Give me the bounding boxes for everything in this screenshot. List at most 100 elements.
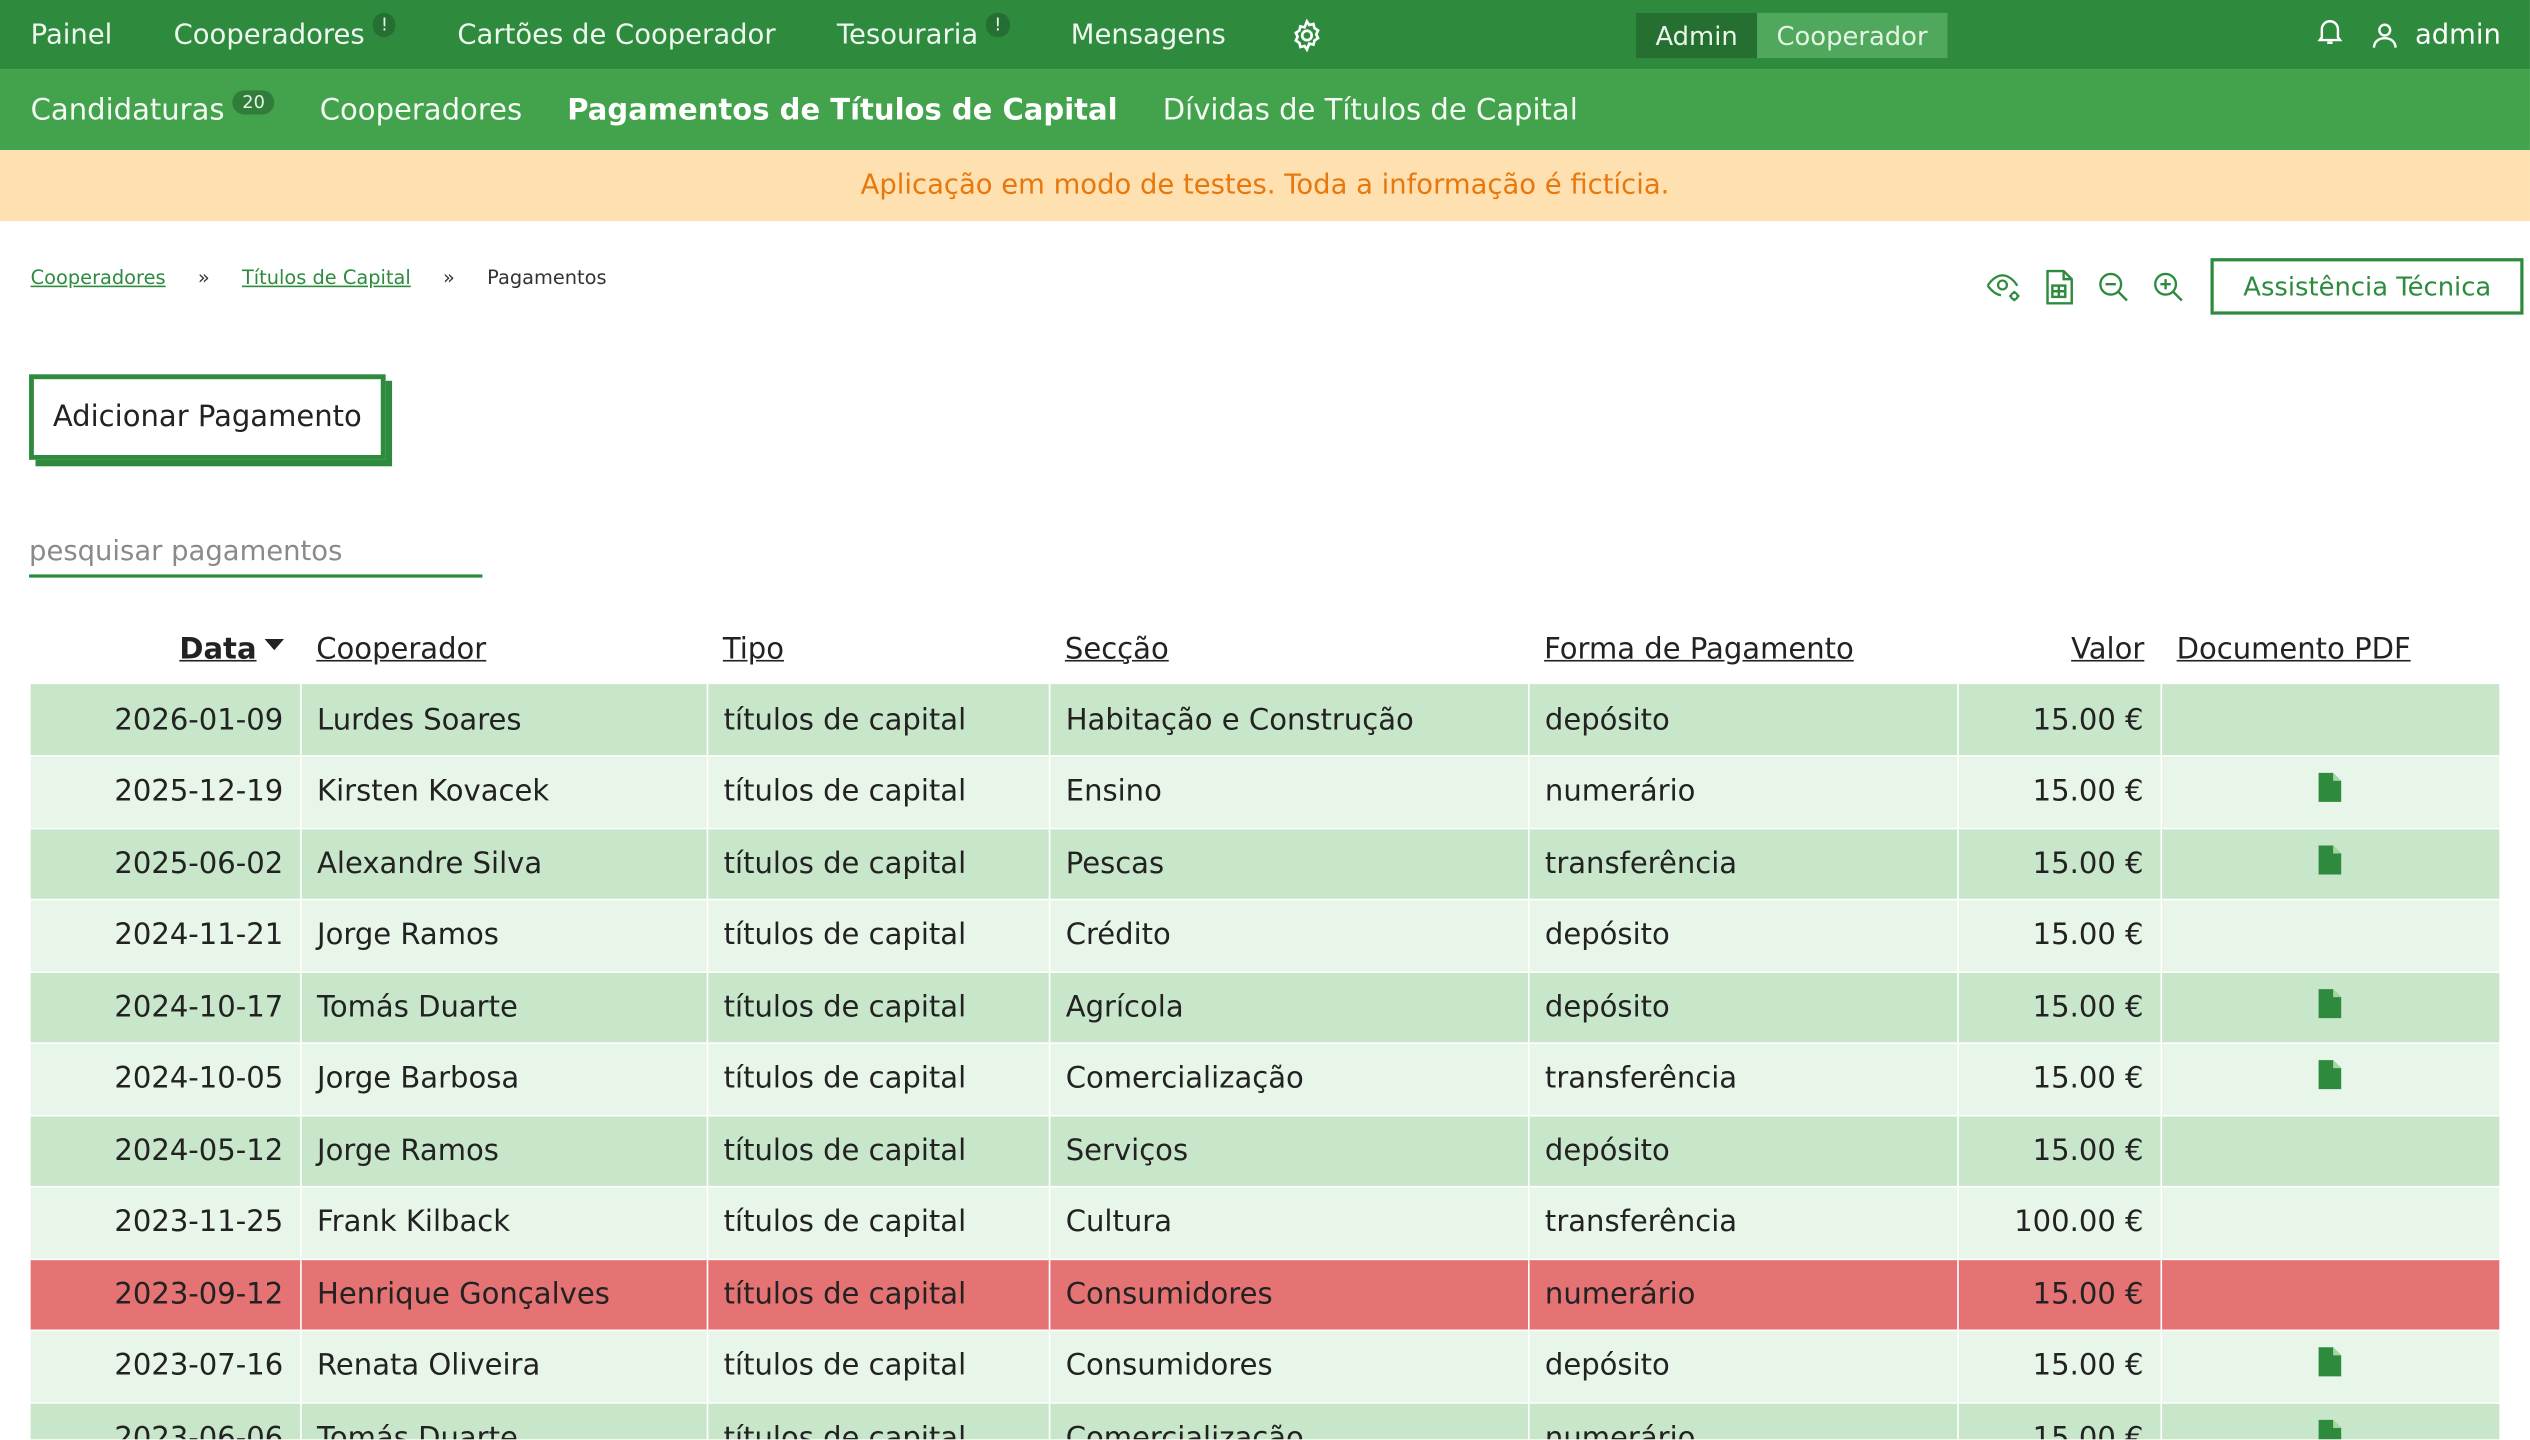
- cell-seccao: Consumidores: [1048, 1330, 1529, 1403]
- breadcrumb-row: Cooperadores » Títulos de Capital » Paga…: [0, 221, 2530, 331]
- role-admin-button[interactable]: Admin: [1636, 12, 1758, 59]
- subnav-item-label: Cooperadores: [319, 92, 523, 127]
- cell-forma: depósito: [1527, 1330, 1958, 1403]
- table-row[interactable]: 2024-05-12 Jorge Ramos títulos de capital S…: [30, 1114, 2500, 1187]
- nav-item-label: Cartões de Cooperador: [457, 18, 776, 51]
- pdf-document-link[interactable]: [2317, 845, 2343, 881]
- nav-item-cooperadores[interactable]: Cooperadores!: [143, 12, 427, 51]
- table-row[interactable]: 2025-12-19 Kirsten Kovacek títulos de capi…: [30, 755, 2500, 828]
- zoom-out-icon[interactable]: [2095, 267, 2134, 306]
- cell-pdf: [2160, 1114, 2500, 1187]
- breadcrumb-separator: »: [197, 266, 210, 289]
- cell-forma: transferência: [1527, 827, 1958, 900]
- column-header-label: Tipo: [722, 631, 784, 666]
- cell-pdf[interactable]: [2160, 1402, 2500, 1440]
- cell-pdf[interactable]: [2160, 1330, 2500, 1403]
- pdf-document-link[interactable]: [2317, 773, 2343, 809]
- column-header-label: Valor: [2071, 631, 2145, 666]
- table-row[interactable]: 2023-06-06 Tomás Duarte títulos de capital…: [30, 1402, 2500, 1440]
- nav-item-cartoes[interactable]: Cartões de Cooperador: [427, 19, 807, 51]
- table-row[interactable]: 2023-07-16 Renata Oliveira títulos de capi…: [30, 1330, 2500, 1403]
- table-row[interactable]: 2023-11-25 Frank Kilback títulos de capita…: [30, 1186, 2500, 1259]
- cell-date: 2025-12-19: [30, 755, 301, 828]
- cell-cooperador: Alexandre Silva: [300, 827, 708, 900]
- cell-tipo: títulos de capital: [706, 899, 1050, 972]
- column-header-label: Secção: [1064, 631, 1169, 666]
- cell-forma: transferência: [1527, 1186, 1958, 1259]
- cell-forma: depósito: [1527, 971, 1958, 1044]
- cell-pdf[interactable]: [2160, 971, 2500, 1044]
- table-row[interactable]: 2026-01-09 Lurdes Soares títulos de capita…: [30, 684, 2500, 756]
- breadcrumb-link-titulos[interactable]: Títulos de Capital: [241, 266, 411, 289]
- nav-item-mensagens[interactable]: Mensagens: [1040, 19, 1256, 51]
- column-header-date[interactable]: Data: [31, 613, 300, 684]
- zoom-in-icon[interactable]: [2150, 267, 2189, 306]
- table-row[interactable]: 2024-10-17 Tomás Duarte títulos de capital…: [30, 971, 2500, 1044]
- bell-icon[interactable]: [2313, 13, 2345, 57]
- pdf-document-link[interactable]: [2317, 1347, 2343, 1383]
- cell-cooperador: Henrique Gonçalves: [300, 1258, 708, 1331]
- cell-date: 2023-07-16: [30, 1330, 301, 1403]
- cell-valor: 100.00 €: [1957, 1186, 2162, 1259]
- cell-date: 2024-10-17: [30, 971, 301, 1044]
- breadcrumb-link-cooperadores[interactable]: Cooperadores: [30, 266, 166, 289]
- table-header-row: Data Cooperador Tipo Secção Forma de Pag…: [31, 613, 2500, 684]
- cell-valor: 15.00 €: [1957, 899, 2162, 972]
- cell-pdf: [2160, 1258, 2500, 1331]
- cell-pdf: [2160, 684, 2500, 756]
- pdf-document-link[interactable]: [2317, 988, 2343, 1024]
- subnav-item-dividas[interactable]: Dívidas de Títulos de Capital: [1140, 93, 1600, 127]
- cell-seccao: Habitação e Construção: [1048, 684, 1529, 756]
- table-row[interactable]: 2025-06-02 Alexandre Silva títulos de capi…: [30, 827, 2500, 900]
- column-header-forma[interactable]: Forma de Pagamento: [1528, 613, 1957, 684]
- add-payment-wrapper: Adicionar Pagamento: [29, 374, 386, 460]
- cell-tipo: títulos de capital: [706, 1330, 1050, 1403]
- top-right-area: admin: [2313, 0, 2501, 69]
- cell-pdf[interactable]: [2160, 827, 2500, 900]
- role-cooperador-button[interactable]: Cooperador: [1757, 12, 1947, 59]
- cell-seccao: Cultura: [1048, 1186, 1529, 1259]
- spreadsheet-icon[interactable]: [2040, 267, 2079, 306]
- cell-seccao: Pescas: [1048, 827, 1529, 900]
- gear-icon[interactable]: [1256, 17, 1356, 52]
- pdf-document-link[interactable]: [2317, 1419, 2343, 1440]
- cell-tipo: títulos de capital: [706, 1043, 1050, 1115]
- pdf-document-link[interactable]: [2317, 1060, 2343, 1096]
- search-input[interactable]: [29, 527, 483, 578]
- subnav-item-candidaturas[interactable]: Candidaturas 20: [0, 89, 297, 127]
- subnav-item-pagamentos[interactable]: Pagamentos de Títulos de Capital: [545, 93, 1140, 127]
- user-menu[interactable]: admin: [2368, 17, 2501, 52]
- file-icon: [2319, 1347, 2342, 1377]
- alert-badge: !: [372, 12, 397, 38]
- subnav-item-label: Dívidas de Títulos de Capital: [1162, 92, 1578, 127]
- nav-item-tesouraria[interactable]: Tesouraria!: [806, 12, 1040, 51]
- user-name: admin: [2414, 18, 2501, 51]
- column-header-cooperador[interactable]: Cooperador: [300, 613, 707, 684]
- nav-item-painel[interactable]: Painel: [0, 19, 143, 51]
- column-header-tipo[interactable]: Tipo: [707, 613, 1049, 684]
- table-row[interactable]: 2024-10-05 Jorge Barbosa títulos de capita…: [30, 1043, 2500, 1115]
- eye-settings-icon[interactable]: [1985, 267, 2024, 306]
- user-icon: [2372, 22, 2397, 47]
- alert-badge: !: [986, 12, 1010, 38]
- cell-date: 2023-09-12: [30, 1258, 301, 1331]
- column-header-seccao[interactable]: Secção: [1049, 613, 1528, 684]
- table-row[interactable]: 2024-11-21 Jorge Ramos títulos de capital C…: [30, 899, 2500, 972]
- subnav-item-cooperadores[interactable]: Cooperadores: [297, 93, 545, 127]
- technical-assistance-button[interactable]: Assistência Técnica: [2211, 258, 2524, 315]
- cell-date: 2026-01-09: [30, 684, 301, 756]
- column-header-label: Documento PDF: [2176, 631, 2411, 666]
- table-row[interactable]: 2023-09-12 Henrique Gonçalves títulos de c…: [30, 1258, 2500, 1331]
- cell-cooperador: Jorge Ramos: [300, 899, 708, 972]
- file-icon: [2319, 988, 2342, 1018]
- column-header-valor[interactable]: Valor: [1957, 613, 2160, 684]
- cell-pdf[interactable]: [2160, 1043, 2500, 1115]
- breadcrumb-current: Pagamentos: [487, 266, 607, 289]
- file-icon: [2319, 773, 2342, 803]
- nav-item-label: Tesouraria: [836, 18, 979, 51]
- column-header-pdf[interactable]: Documento PDF: [2160, 613, 2499, 684]
- nav-item-label: Mensagens: [1070, 18, 1226, 51]
- cell-pdf[interactable]: [2160, 755, 2500, 828]
- nav-item-label: Cooperadores: [173, 18, 365, 51]
- add-payment-button[interactable]: Adicionar Pagamento: [29, 374, 386, 460]
